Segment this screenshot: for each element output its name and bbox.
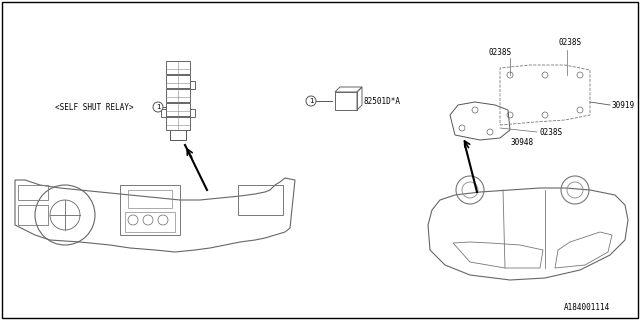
Bar <box>161 109 166 117</box>
Bar <box>128 190 172 208</box>
Text: A184001114: A184001114 <box>564 303 610 312</box>
Bar <box>170 130 186 140</box>
Bar <box>190 81 195 89</box>
Circle shape <box>306 96 316 106</box>
Bar <box>18 185 48 200</box>
Bar <box>166 61 190 74</box>
Text: 1: 1 <box>308 98 313 104</box>
Bar <box>166 103 190 116</box>
Text: 0238S: 0238S <box>540 127 563 137</box>
Bar <box>125 212 175 232</box>
Bar <box>190 109 195 117</box>
Bar <box>18 205 48 225</box>
Circle shape <box>153 102 163 112</box>
Text: 30919: 30919 <box>612 100 635 109</box>
Bar <box>166 75 190 88</box>
Text: <SELF SHUT RELAY>: <SELF SHUT RELAY> <box>55 102 134 111</box>
Bar <box>166 89 190 102</box>
Text: 30948: 30948 <box>510 138 533 147</box>
Text: 0238S: 0238S <box>488 47 511 57</box>
Text: 0238S: 0238S <box>559 37 582 46</box>
Bar <box>120 185 180 235</box>
Bar <box>238 185 283 215</box>
Text: 82501D*A: 82501D*A <box>363 97 400 106</box>
Text: 1: 1 <box>156 104 160 110</box>
Bar <box>166 117 190 130</box>
